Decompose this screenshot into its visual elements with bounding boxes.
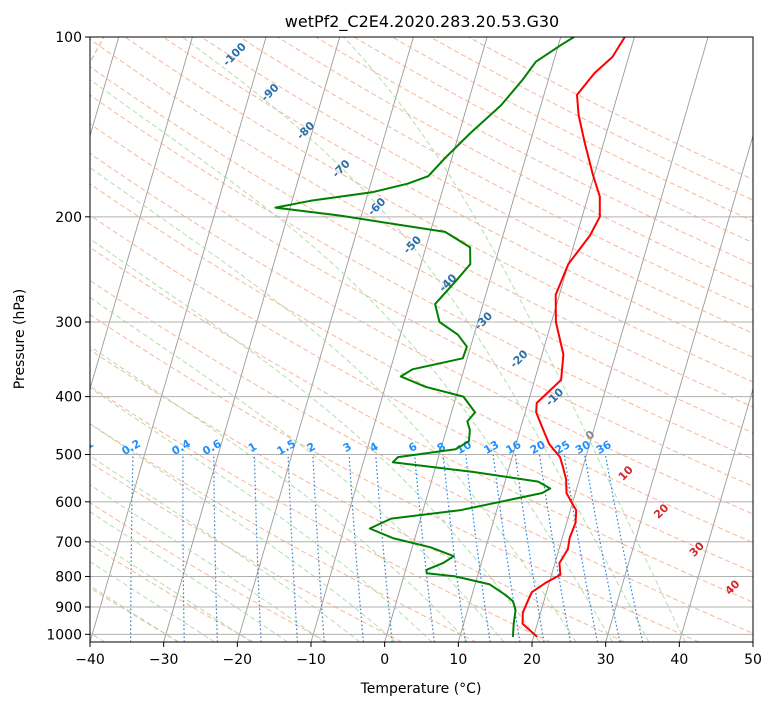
mixing-ratio-line [604, 454, 644, 642]
dry-adiabat-line [90, 214, 753, 573]
y-tick-label: 300 [55, 315, 82, 331]
profile-lines [274, 37, 626, 638]
x-tick-label: 30 [597, 652, 615, 668]
dry-adiabat-line [90, 461, 402, 642]
isotherm-line [236, 37, 414, 642]
dry-adiabat-line [90, 38, 753, 408]
dry-adiabat-line [90, 385, 551, 642]
mixing-ratio-label: 0.1 [73, 437, 96, 458]
y-tick-label: 500 [55, 448, 82, 464]
x-tick-label: 50 [744, 652, 762, 668]
moist-adiabat-line [90, 345, 469, 642]
x-tick-label: 40 [670, 652, 688, 668]
x-tick-label: 0 [380, 652, 389, 668]
isotherm-line [90, 37, 193, 391]
x-tick-label: 10 [449, 652, 467, 668]
moist-adiabat-line [90, 296, 505, 642]
isotherm-line [531, 37, 709, 642]
dry-adiabat-line [276, 37, 753, 288]
dry-adiabat-line [124, 37, 753, 383]
y-tick-label: 400 [55, 390, 82, 406]
moist-adiabat-line [90, 78, 613, 642]
y-tick-label: 700 [55, 535, 82, 551]
y-tick-label: 800 [55, 569, 82, 585]
dry-adiabat-line [90, 66, 753, 434]
chart-title: wetPf2_C2E4.2020.283.20.53.G30 [285, 12, 559, 32]
x-tick-label: −10 [296, 652, 326, 668]
moist-adiabat-line [90, 455, 361, 642]
dry-adiabat-line [90, 183, 753, 544]
dewpoint-profile-line [274, 37, 575, 637]
isotherm-line [605, 134, 753, 642]
mixing-ratio-line [130, 454, 134, 642]
y-tick-label: 600 [55, 495, 82, 511]
isotherm-line [678, 387, 753, 642]
mixing-ratio-line [312, 454, 325, 642]
isotherm-line [384, 37, 562, 642]
moist-adiabat-line [90, 167, 577, 642]
isotherm-line [90, 37, 267, 642]
x-tick-label: −20 [223, 652, 253, 668]
moist-adiabat-line [90, 423, 397, 642]
x-axis-ticks: −40 −30 −20 −10 0 10 20 30 40 50 [75, 642, 762, 668]
x-tick-label: −40 [75, 652, 105, 668]
moist-adiabat-line [90, 511, 288, 642]
background-reference-lines [90, 37, 753, 642]
x-tick-label: −30 [149, 652, 179, 668]
moist-adiabat-line [90, 238, 541, 642]
mixing-ratio-line [253, 454, 262, 642]
x-tick-label: 20 [523, 652, 541, 668]
moist-adiabat-line [343, 37, 686, 642]
dry-adiabat-line [90, 279, 753, 634]
moist-adiabat-line [90, 387, 433, 642]
y-tick-label: 200 [55, 210, 82, 226]
mixing-ratio-line [287, 454, 299, 642]
dry-adiabat-line [90, 246, 753, 603]
plot-frame [89, 36, 754, 643]
y-tick-label: 100 [55, 30, 82, 46]
dry-adiabat-line [90, 123, 753, 487]
dry-adiabat-line [90, 349, 625, 642]
isotherm-line [310, 37, 488, 642]
dry-adiabat-line [90, 587, 180, 642]
y-tick-label: 900 [55, 600, 82, 616]
moist-adiabat-line [90, 484, 325, 642]
dry-adiabat-line [90, 502, 328, 642]
isotherm-line [457, 37, 635, 642]
x-axis-label: Temperature (°C) [360, 681, 482, 697]
y-axis-label: Pressure (hPa) [12, 289, 28, 389]
y-axis-ticks: 1000 900 800 700 600 500 400 300 200 100 [46, 30, 90, 643]
temperature-profile-line [521, 37, 626, 638]
isotherm-line [163, 37, 341, 642]
mixing-ratio-line [213, 454, 218, 642]
dry-adiabat-line [90, 423, 477, 642]
mixing-ratio-line [182, 454, 185, 642]
y-tick-label: 1000 [46, 627, 82, 643]
dry-adiabat-line [90, 94, 753, 460]
isobar-gridlines [90, 216, 753, 635]
